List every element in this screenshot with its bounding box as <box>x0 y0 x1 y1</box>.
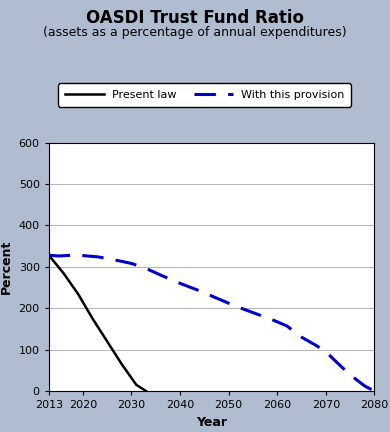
Y-axis label: Percent: Percent <box>0 240 13 294</box>
Text: OASDI Trust Fund Ratio: OASDI Trust Fund Ratio <box>86 9 304 27</box>
X-axis label: Year: Year <box>196 416 227 429</box>
Text: (assets as a percentage of annual expenditures): (assets as a percentage of annual expend… <box>43 26 347 39</box>
Legend: Present law, With this provision: Present law, With this provision <box>58 83 351 107</box>
